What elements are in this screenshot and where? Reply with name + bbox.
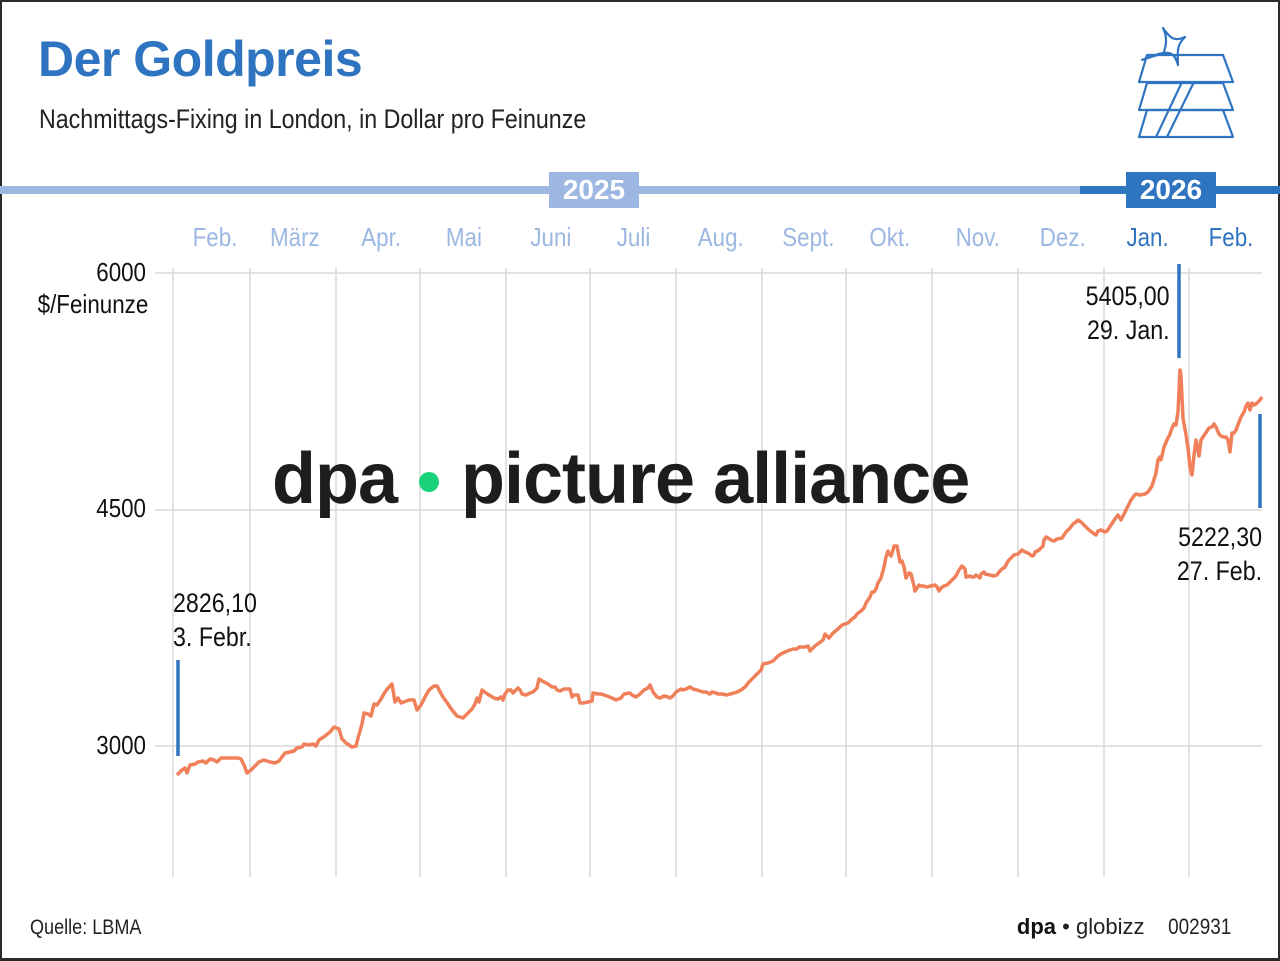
y-tick-6000: 6000: [96, 257, 146, 287]
brand-dot-icon: •: [1062, 914, 1070, 939]
year-label-2026: 2026: [1126, 172, 1216, 208]
annotation-peak-date: 29. Jan.: [1087, 315, 1170, 345]
gold-price-line: [175, 368, 1264, 777]
month-label: Okt.: [869, 222, 911, 252]
watermark-dpa: dpa: [272, 439, 398, 519]
chart-subtitle: Nachmittags-Fixing in London, in Dollar …: [39, 104, 587, 134]
month-label: Mai: [445, 222, 482, 252]
month-label: Feb.: [1208, 222, 1254, 252]
graphic-code: 002931: [1167, 914, 1231, 939]
y-tick-3000: 3000: [96, 730, 146, 760]
annotation-end-value: 5222,30: [1178, 522, 1262, 552]
grid-horizontal: [155, 272, 1262, 747]
annotation-start-date: 3. Febr.: [173, 622, 252, 652]
annotation-end: 5222,30 27. Feb.: [1177, 520, 1262, 588]
y-tick-4500: 4500: [96, 493, 146, 523]
footer-brand: dpa • globizz 002931: [1017, 914, 1236, 940]
month-label: Juli: [616, 222, 651, 252]
month-label: Dez.: [1039, 222, 1086, 252]
grid-vertical: [172, 268, 1190, 877]
annotation-start: 2826,10 3. Febr.: [173, 586, 257, 654]
month-label: Apr.: [361, 222, 402, 252]
month-label: März: [270, 222, 320, 252]
chart-title: Der Goldpreis: [38, 31, 363, 87]
watermark-dot-icon: [419, 471, 440, 492]
watermark-logo: dpa picture alliance: [272, 438, 970, 520]
annotation-markers: [176, 264, 1262, 756]
year-label-2025: 2025: [549, 172, 639, 208]
gold-bars-icon: [1137, 26, 1235, 139]
brand-name: globizz: [1075, 914, 1145, 939]
month-label: Nov.: [955, 222, 1000, 252]
y-axis-unit: $/Feinunze: [37, 289, 149, 319]
annotation-peak-value: 5405,00: [1086, 281, 1170, 311]
source-label: Quelle: LBMA: [30, 916, 142, 939]
month-label: Juni: [530, 222, 572, 252]
watermark-picture-alliance: picture alliance: [461, 439, 970, 519]
month-label: Sept.: [782, 222, 835, 252]
year-bar-2025: [0, 186, 1080, 194]
month-label: Jan.: [1126, 222, 1169, 252]
annotation-end-date: 27. Feb.: [1176, 556, 1262, 586]
brand-dpa: dpa: [1016, 914, 1057, 939]
annotation-peak: 5405,00 29. Jan.: [1086, 279, 1170, 347]
month-label: Aug.: [697, 222, 744, 252]
annotation-start-value: 2826,10: [173, 588, 257, 618]
month-label: Feb.: [192, 222, 238, 252]
